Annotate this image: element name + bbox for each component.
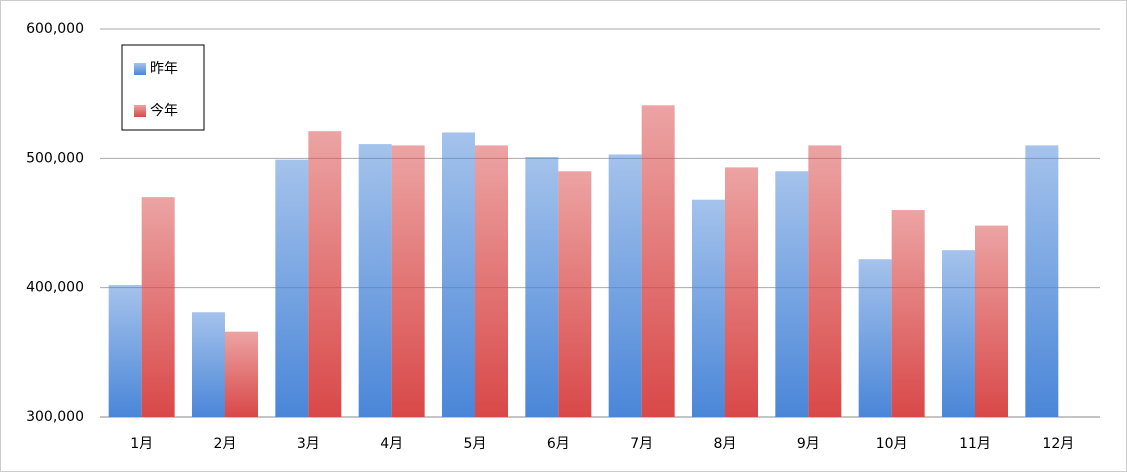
bar xyxy=(808,145,842,417)
x-tick-label: 7月 xyxy=(630,436,653,452)
bar xyxy=(942,250,975,417)
bar xyxy=(308,131,342,417)
bar xyxy=(108,285,142,417)
bar xyxy=(275,159,309,418)
x-tick-label: 11月 xyxy=(959,436,991,452)
bar xyxy=(775,171,809,417)
x-tick-label: 9月 xyxy=(797,436,820,452)
bar xyxy=(608,154,642,417)
bar xyxy=(1025,145,1059,417)
bar xyxy=(442,132,475,417)
legend-label: 今年 xyxy=(150,103,178,119)
bar xyxy=(858,259,892,417)
bar xyxy=(475,145,508,417)
bar xyxy=(391,145,425,417)
x-tick-label: 3月 xyxy=(297,436,320,452)
legend-swatch xyxy=(134,105,146,117)
x-tick-label: 6月 xyxy=(547,436,570,452)
bar xyxy=(725,167,758,417)
bar xyxy=(641,105,675,417)
x-tick-label: 12月 xyxy=(1042,436,1074,452)
x-tick-label: 10月 xyxy=(876,436,908,452)
bar xyxy=(141,197,175,417)
x-tick-label: 4月 xyxy=(380,436,403,452)
bar xyxy=(192,312,225,417)
x-tick-label: 2月 xyxy=(214,436,237,452)
bar xyxy=(358,144,392,417)
y-tick-label: 500,000 xyxy=(26,150,84,166)
y-tick-label: 400,000 xyxy=(26,280,84,296)
bar xyxy=(225,331,258,417)
y-tick-label: 600,000 xyxy=(26,21,84,37)
legend-label: 昨年 xyxy=(150,61,178,77)
y-tick-label: 300,000 xyxy=(26,409,84,425)
x-tick-label: 5月 xyxy=(464,436,487,452)
x-tick-label: 8月 xyxy=(714,436,737,452)
bar xyxy=(692,199,725,417)
x-tick-label: 1月 xyxy=(130,436,153,452)
legend-swatch xyxy=(134,63,146,75)
bar xyxy=(975,225,1008,417)
bar xyxy=(891,210,925,417)
bar xyxy=(525,157,559,418)
bar xyxy=(558,171,592,417)
